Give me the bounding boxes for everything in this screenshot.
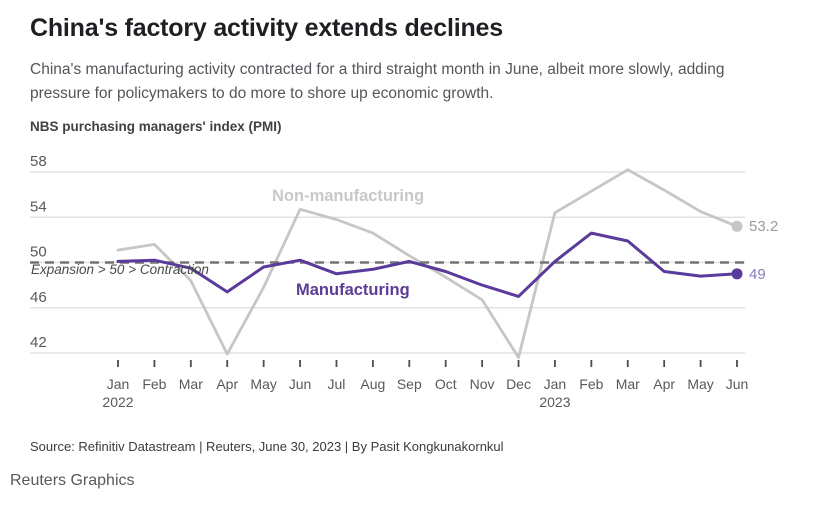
x-axis-label: Feb: [579, 376, 603, 392]
x-axis-label: May: [687, 376, 713, 392]
x-axis-label: May: [250, 376, 276, 392]
y-axis-label: 54: [30, 198, 47, 215]
series-end-dot-non-manufacturing: [731, 220, 743, 232]
x-axis-year-label: 2023: [539, 394, 570, 410]
series-end-dot-manufacturing: [731, 268, 743, 280]
x-axis-label: Jan: [107, 376, 130, 392]
x-axis-label: Oct: [435, 376, 457, 392]
x-axis-label: Mar: [616, 376, 640, 392]
reference-line-note: Expansion > 50 > Contraction: [31, 262, 209, 277]
end-value-non-manufacturing: 53.2: [749, 218, 779, 235]
x-axis-year-label: 2022: [102, 394, 133, 410]
x-axis-label: Mar: [179, 376, 203, 392]
series-line-manufacturing: [116, 231, 739, 298]
y-axis-label: 46: [30, 289, 47, 306]
x-axis-label: Jul: [328, 376, 346, 392]
x-axis-label: Jun: [289, 376, 312, 392]
x-axis-label: Aug: [360, 376, 385, 392]
chart-axis-title: NBS purchasing managers' index (PMI): [30, 119, 282, 134]
x-axis-label: Nov: [470, 376, 495, 392]
y-axis-label: 58: [30, 153, 47, 170]
y-axis-label: 42: [30, 334, 47, 351]
x-axis-label: Apr: [216, 376, 238, 392]
chart-subtitle: China's manufacturing activity contracte…: [30, 61, 725, 102]
series-label-manufacturing: Manufacturing: [296, 281, 410, 299]
end-value-manufacturing: 49: [749, 266, 766, 283]
reuters-graphics-brand: Reuters Graphics: [10, 472, 135, 489]
x-axis-label: Feb: [142, 376, 166, 392]
series-label-non-manufacturing: Non-manufacturing: [272, 187, 425, 205]
y-axis-label: 50: [30, 244, 47, 261]
x-axis-label: Dec: [506, 376, 531, 392]
x-axis-label: Sep: [397, 376, 422, 392]
source-attribution: Source: Refinitiv Datastream | Reuters, …: [30, 439, 504, 454]
x-axis-label: Jun: [726, 376, 749, 392]
x-axis-label: Apr: [653, 376, 675, 392]
page-title: China's factory activity extends decline…: [30, 14, 503, 42]
x-axis-label: Jan: [544, 376, 567, 392]
